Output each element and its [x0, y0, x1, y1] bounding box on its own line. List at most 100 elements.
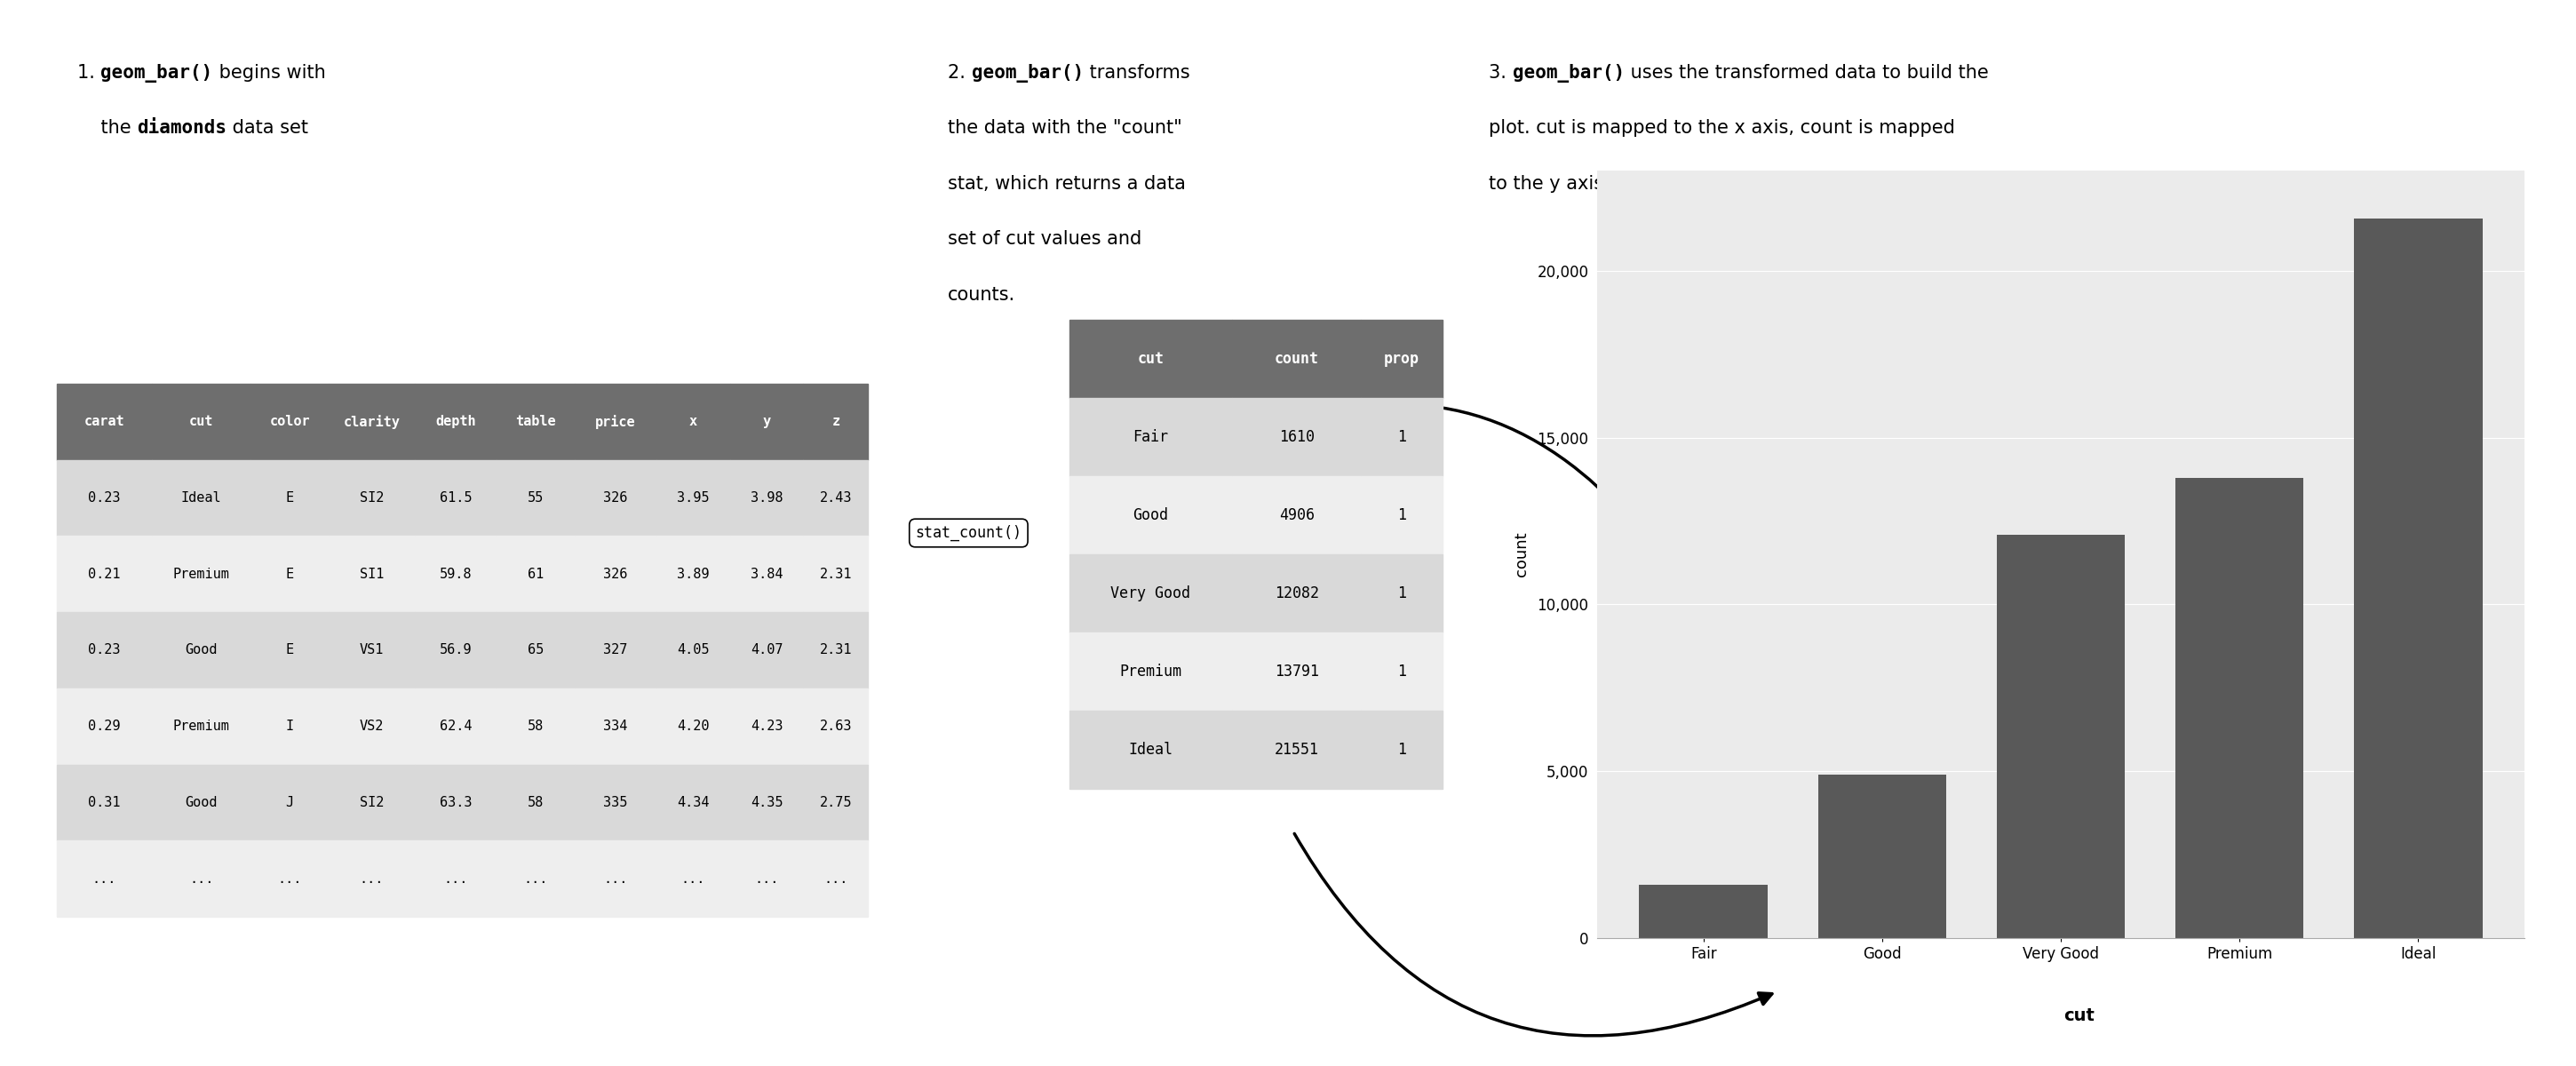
Text: SI2: SI2: [361, 491, 384, 504]
Text: to the y axis.: to the y axis.: [1489, 175, 1610, 193]
Text: Ideal: Ideal: [1128, 742, 1172, 758]
Bar: [415, 612, 497, 689]
Bar: [250, 536, 330, 612]
Text: 62.4: 62.4: [440, 720, 471, 733]
Bar: [152, 384, 250, 459]
Text: Premium: Premium: [1121, 663, 1182, 680]
Text: 4906: 4906: [1278, 507, 1314, 523]
Text: begins with: begins with: [214, 64, 325, 82]
Text: the: the: [77, 119, 137, 138]
Text: SI2: SI2: [361, 796, 384, 809]
Text: clarity: clarity: [343, 415, 399, 429]
Bar: [804, 536, 868, 612]
Bar: [729, 536, 804, 612]
Text: ...: ...: [603, 872, 629, 886]
Text: 1: 1: [1396, 742, 1406, 758]
Text: 4.07: 4.07: [750, 644, 783, 657]
Text: prop: prop: [1383, 351, 1419, 367]
Text: 3.: 3.: [1489, 64, 1512, 82]
Bar: [57, 841, 152, 917]
Bar: [657, 689, 729, 764]
Bar: [1069, 477, 1231, 554]
Text: 58: 58: [528, 720, 544, 733]
Bar: [657, 612, 729, 689]
Bar: [729, 841, 804, 917]
FancyArrowPatch shape: [1293, 834, 1772, 1036]
Bar: [1360, 398, 1443, 477]
Text: 65: 65: [528, 644, 544, 657]
Text: 1610: 1610: [1278, 429, 1314, 446]
Bar: [2354, 219, 2483, 938]
Text: cut: cut: [1139, 351, 1164, 367]
Text: 334: 334: [603, 720, 629, 733]
FancyArrowPatch shape: [1257, 404, 1618, 507]
Text: carat: carat: [85, 415, 124, 429]
Bar: [415, 536, 497, 612]
Bar: [1360, 632, 1443, 711]
Text: stat_count(): stat_count(): [914, 524, 1023, 542]
Bar: [415, 689, 497, 764]
Bar: [415, 459, 497, 536]
Bar: [497, 764, 574, 841]
Bar: [804, 459, 868, 536]
Text: 0.21: 0.21: [88, 567, 121, 581]
Bar: [330, 536, 415, 612]
Text: Premium: Premium: [173, 720, 229, 733]
Text: ...: ...: [443, 872, 469, 886]
Bar: [415, 841, 497, 917]
Text: 2.75: 2.75: [819, 796, 853, 809]
Bar: [574, 536, 657, 612]
Bar: [330, 841, 415, 917]
Bar: [729, 459, 804, 536]
Bar: [729, 764, 804, 841]
Text: 1: 1: [1396, 585, 1406, 601]
Text: 335: 335: [603, 796, 629, 809]
Text: 4.05: 4.05: [677, 644, 708, 657]
Text: 61: 61: [528, 567, 544, 581]
Bar: [1231, 711, 1360, 789]
Bar: [330, 459, 415, 536]
Text: table: table: [515, 415, 556, 429]
Text: 0.31: 0.31: [88, 796, 121, 809]
Bar: [657, 536, 729, 612]
Text: 2.43: 2.43: [819, 491, 853, 504]
Bar: [804, 384, 868, 459]
Bar: [1360, 320, 1443, 398]
Bar: [497, 612, 574, 689]
Text: 3.84: 3.84: [750, 567, 783, 581]
Bar: [729, 384, 804, 459]
Text: 59.8: 59.8: [440, 567, 471, 581]
Bar: [497, 536, 574, 612]
Text: 4.23: 4.23: [750, 720, 783, 733]
Bar: [330, 764, 415, 841]
Bar: [574, 689, 657, 764]
Text: ...: ...: [523, 872, 549, 886]
Y-axis label: count: count: [1515, 532, 1530, 577]
Text: ...: ...: [278, 872, 301, 886]
Bar: [152, 536, 250, 612]
Text: cut: cut: [188, 415, 214, 429]
Bar: [1819, 774, 1947, 938]
Text: transforms: transforms: [1084, 64, 1190, 82]
Bar: [250, 384, 330, 459]
Text: ...: ...: [93, 872, 116, 886]
Bar: [574, 764, 657, 841]
Bar: [250, 459, 330, 536]
Bar: [1996, 535, 2125, 938]
Bar: [1069, 632, 1231, 711]
Text: 0.23: 0.23: [88, 644, 121, 657]
Bar: [574, 459, 657, 536]
Text: 1: 1: [1396, 507, 1406, 523]
Text: price: price: [595, 415, 636, 429]
Bar: [1360, 477, 1443, 554]
Text: 1: 1: [1396, 429, 1406, 446]
Text: color: color: [270, 415, 309, 429]
Bar: [497, 689, 574, 764]
Text: count: count: [1275, 351, 1319, 367]
Bar: [1360, 711, 1443, 789]
Text: 2.31: 2.31: [819, 567, 853, 581]
Bar: [152, 689, 250, 764]
Bar: [1231, 398, 1360, 477]
Bar: [1231, 320, 1360, 398]
Bar: [2174, 478, 2303, 938]
